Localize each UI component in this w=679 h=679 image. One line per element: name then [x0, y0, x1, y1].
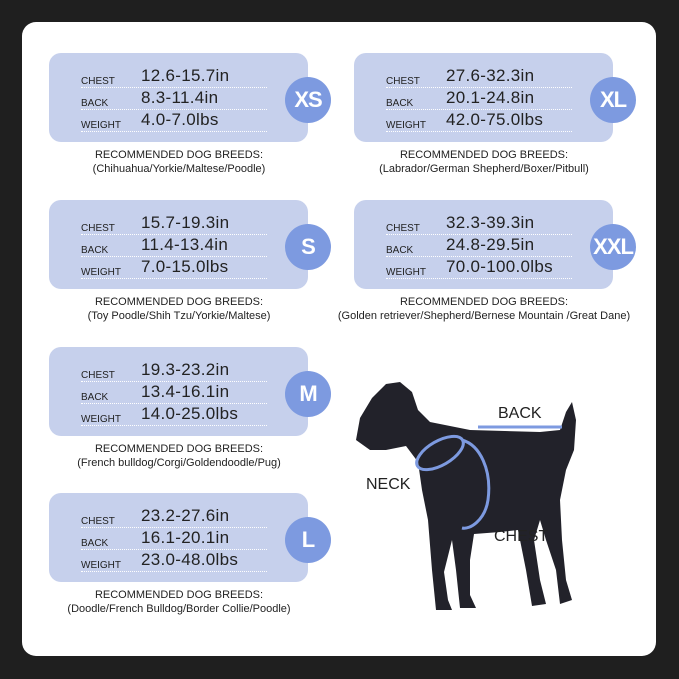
recommended-breeds: RECOMMENDED DOG BREEDS: (Doodle/French Bu…	[29, 588, 329, 616]
size-badge-xs: XS	[285, 77, 331, 123]
back-row: BACK 24.8-29.5in	[386, 235, 572, 257]
chest-label: CHEST	[81, 516, 115, 527]
dog-body	[356, 382, 576, 610]
size-badge-l: L	[285, 517, 331, 563]
chest-value: 32.3-39.3in	[446, 213, 535, 232]
back-row: BACK 20.1-24.8in	[386, 88, 572, 110]
chest-label: CHEST	[81, 76, 115, 87]
chest-value: 15.7-19.3in	[141, 213, 230, 232]
back-label: BACK	[81, 392, 109, 403]
weight-row: WEIGHT 14.0-25.0lbs	[81, 404, 267, 426]
chest-row: CHEST 15.7-19.3in	[81, 213, 267, 235]
recommended-heading: RECOMMENDED DOG BREEDS:	[94, 443, 264, 455]
size-card-l: CHEST 23.2-27.6in BACK 16.1-20.1in WEIGHT 23.…	[49, 493, 308, 582]
chest-label: CHEST	[386, 223, 420, 234]
weight-row: WEIGHT 4.0-7.0lbs	[81, 110, 267, 132]
neck-label: NECK	[366, 476, 411, 493]
chest-value: 19.3-23.2in	[141, 360, 230, 379]
back-value: 13.4-16.1in	[141, 382, 230, 401]
back-label: BACK	[81, 98, 109, 109]
back-value: 24.8-29.5in	[446, 235, 535, 254]
breed-list: (Golden retriever/Shepherd/Bernese Mount…	[337, 310, 631, 322]
back-label: BACK	[386, 98, 414, 109]
chest-row: CHEST 19.3-23.2in	[81, 360, 267, 382]
weight-value: 7.0-15.0lbs	[141, 257, 229, 276]
back-label: BACK	[81, 538, 109, 549]
size-card-xl: CHEST 27.6-32.3in BACK 20.1-24.8in WEIGHT 42.…	[354, 53, 613, 142]
chest-row: CHEST 23.2-27.6in	[81, 506, 267, 528]
weight-label: WEIGHT	[81, 267, 121, 278]
chest-label: CHEST	[386, 76, 420, 87]
breed-list: (French bulldog/Corgi/Goldendoodle/Pug)	[77, 457, 281, 469]
weight-value: 14.0-25.0lbs	[141, 404, 239, 423]
weight-row: WEIGHT 42.0-75.0lbs	[386, 110, 572, 132]
size-badge-xxl: XXL	[590, 224, 636, 270]
back-value: 20.1-24.8in	[446, 88, 535, 107]
recommended-breeds: RECOMMENDED DOG BREEDS: (Golden retriever…	[334, 295, 634, 323]
chest-label: CHEST	[494, 528, 549, 545]
chest-value: 27.6-32.3in	[446, 66, 535, 85]
weight-label: WEIGHT	[81, 560, 121, 571]
recommended-heading: RECOMMENDED DOG BREEDS:	[94, 296, 264, 308]
back-row: BACK 8.3-11.4in	[81, 88, 267, 110]
weight-label: WEIGHT	[81, 120, 121, 131]
back-row: BACK 13.4-16.1in	[81, 382, 267, 404]
back-row: BACK 11.4-13.4in	[81, 235, 267, 257]
size-badge-xl: XL	[590, 77, 636, 123]
weight-label: WEIGHT	[386, 267, 426, 278]
size-badge-s: S	[285, 224, 331, 270]
recommended-breeds: RECOMMENDED DOG BREEDS: (Toy Poodle/Shih …	[29, 295, 329, 323]
breed-list: (Doodle/French Bulldog/Border Collie/Poo…	[67, 603, 291, 615]
chest-line	[461, 438, 491, 530]
recommended-breeds: RECOMMENDED DOG BREEDS: (Labrador/German …	[334, 148, 634, 176]
size-badge-m: M	[285, 371, 331, 417]
chest-value: 23.2-27.6in	[141, 506, 230, 525]
chest-row: CHEST 27.6-32.3in	[386, 66, 572, 88]
breed-list: (Labrador/German Shepherd/Boxer/Pitbull)	[379, 163, 589, 175]
recommended-heading: RECOMMENDED DOG BREEDS:	[399, 149, 569, 161]
chest-value: 12.6-15.7in	[141, 66, 230, 85]
recommended-breeds: RECOMMENDED DOG BREEDS: (French bulldog/C…	[29, 442, 329, 470]
chest-label: CHEST	[81, 223, 115, 234]
chest-row: CHEST 12.6-15.7in	[81, 66, 267, 88]
breed-list: (Toy Poodle/Shih Tzu/Yorkie/Maltese)	[87, 310, 271, 322]
weight-value: 70.0-100.0lbs	[446, 257, 553, 276]
weight-row: WEIGHT 23.0-48.0lbs	[81, 550, 267, 572]
size-card-s: CHEST 15.7-19.3in BACK 11.4-13.4in WEIGHT 7.0…	[49, 200, 308, 289]
back-label: BACK	[81, 245, 109, 256]
weight-value: 4.0-7.0lbs	[141, 110, 219, 129]
weight-row: WEIGHT 70.0-100.0lbs	[386, 257, 572, 279]
weight-value: 23.0-48.0lbs	[141, 550, 239, 569]
weight-label: WEIGHT	[386, 120, 426, 131]
back-label: BACK	[386, 245, 414, 256]
back-value: 8.3-11.4in	[141, 88, 219, 107]
size-card-xs: CHEST 12.6-15.7in BACK 8.3-11.4in WEIGHT 4.0-…	[49, 53, 308, 142]
recommended-heading: RECOMMENDED DOG BREEDS:	[399, 296, 569, 308]
recommended-heading: RECOMMENDED DOG BREEDS:	[94, 589, 264, 601]
chest-label: CHEST	[81, 370, 115, 381]
recommended-breeds: RECOMMENDED DOG BREEDS: (Chihuahua/Yorkie…	[29, 148, 329, 176]
back-value: 11.4-13.4in	[141, 235, 229, 254]
weight-value: 42.0-75.0lbs	[446, 110, 544, 129]
size-card-xxl: CHEST 32.3-39.3in BACK 24.8-29.5in WEIGHT 70.…	[354, 200, 613, 289]
back-value: 16.1-20.1in	[141, 528, 230, 547]
weight-row: WEIGHT 7.0-15.0lbs	[81, 257, 267, 279]
chest-row: CHEST 32.3-39.3in	[386, 213, 572, 235]
back-row: BACK 16.1-20.1in	[81, 528, 267, 550]
recommended-heading: RECOMMENDED DOG BREEDS:	[94, 149, 264, 161]
back-label: BACK	[498, 405, 542, 422]
breed-list: (Chihuahua/Yorkie/Maltese/Poodle)	[92, 163, 266, 175]
size-card-m: CHEST 19.3-23.2in BACK 13.4-16.1in WEIGHT 14.…	[49, 347, 308, 436]
weight-label: WEIGHT	[81, 414, 121, 425]
